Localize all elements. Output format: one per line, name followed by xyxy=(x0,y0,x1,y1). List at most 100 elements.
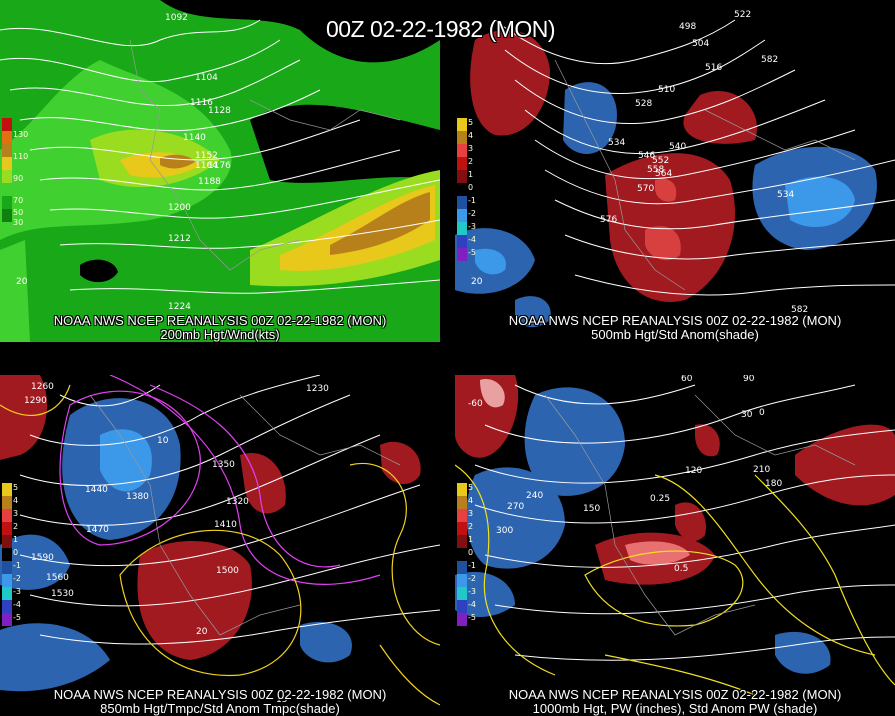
contour-label: 180 xyxy=(765,479,782,489)
panel-subtitle: 200mb Hgt/Wnd(kts) xyxy=(160,327,280,342)
cbar-label: -3 xyxy=(468,587,476,596)
cbar-label: -3 xyxy=(468,222,476,231)
contour-label: 1092 xyxy=(165,13,188,23)
map-500mb xyxy=(455,0,895,342)
cbar-label: 1 xyxy=(468,170,474,179)
contour-label: 582 xyxy=(791,305,808,315)
colorbar-1000mb: 5 4 3 2 1 0 -1 -2 -3 -4 -5 xyxy=(457,483,476,626)
cbar-label: 50 xyxy=(13,208,24,217)
contour-label: 1440 xyxy=(85,485,108,495)
labels-1000mb: -60 90 30 0 60 120 150 180 210 240 270 3… xyxy=(458,375,782,629)
contour-label: 90 xyxy=(743,375,755,384)
cbar-label: -1 xyxy=(468,196,476,205)
panel-subtitle: 1000mb Hgt, PW (inches), Std Anom PW (sh… xyxy=(532,701,818,716)
cbar-label: 70 xyxy=(13,196,24,205)
contour-label: 1410 xyxy=(214,520,237,530)
panel-200mb: 130 110 90 70 50 30 1092 1104 1116 1128 … xyxy=(0,0,440,342)
contour-label: 1152 xyxy=(195,151,218,161)
cbar-label: 90 xyxy=(13,174,24,183)
contour-label: 150 xyxy=(583,504,600,514)
panel-1000mb: 5 4 3 2 1 0 -1 -2 -3 -4 -5 -60 90 30 0 6… xyxy=(455,375,895,716)
panel-500mb: 5 4 3 2 1 0 -1 -2 -3 -4 -5 522 498 504 5… xyxy=(455,0,895,342)
map-850mb xyxy=(0,375,440,716)
contour-label: 522 xyxy=(734,10,751,20)
contour-label: 15 xyxy=(276,695,287,705)
contour-label: 1560 xyxy=(46,573,69,583)
contour-label: 498 xyxy=(679,22,696,32)
source-caption: NOAA NWS NCEP REANALYSIS 00Z 02-22-1982 … xyxy=(508,687,842,702)
contour-label: 1164 xyxy=(195,161,218,171)
contour-label: 1140 xyxy=(183,133,206,143)
cbar-label: 5 xyxy=(13,483,19,492)
cbar-label: 2 xyxy=(468,522,474,531)
contour-label: 1380 xyxy=(126,492,149,502)
contour-label: 564 xyxy=(655,169,672,179)
cbar-label: 3 xyxy=(13,509,19,518)
contour-label: 546 xyxy=(638,151,655,161)
colorbar-850mb: 5 4 3 2 1 0 -1 -2 -3 -4 -5 xyxy=(2,483,21,626)
cbar-label: -2 xyxy=(13,574,21,583)
cbar-label: 3 xyxy=(468,144,474,153)
contour-label: 270 xyxy=(507,502,524,512)
cbar-label: 2 xyxy=(468,157,474,166)
labels-500mb: 522 498 504 516 582 510 528 534 540 546 … xyxy=(471,10,808,315)
contour-label: 552 xyxy=(652,156,669,166)
cbar-label: 3 xyxy=(468,509,474,518)
contour-label: 300 xyxy=(496,526,513,536)
contour-label: 528 xyxy=(635,99,652,109)
cbar-label: -1 xyxy=(468,561,476,570)
cbar-label: -2 xyxy=(468,574,476,583)
cbar-label: 30 xyxy=(13,218,24,227)
contour-label: 1590 xyxy=(31,553,54,563)
cbar-label: 0 xyxy=(468,548,474,557)
cbar-label: 5 xyxy=(468,483,474,492)
contour-label: 1530 xyxy=(51,589,74,599)
contour-label: 1260 xyxy=(31,382,54,392)
labels-850mb: 1260 1290 1230 1320 1350 1380 1410 1440 … xyxy=(24,382,329,705)
contour-label: 0.25 xyxy=(650,494,670,504)
contour-label: 1212 xyxy=(168,234,191,244)
contour-label: 30 xyxy=(741,410,753,420)
contour-label: 120 xyxy=(685,466,702,476)
contour-label: 20 xyxy=(16,277,28,287)
contour-label: 60 xyxy=(681,375,693,384)
contour-label: 510 xyxy=(658,85,675,95)
cbar-label: 5 xyxy=(468,118,474,127)
contour-label: -60 xyxy=(468,399,483,409)
cbar-label: -5 xyxy=(468,248,476,257)
cbar-label: 130 xyxy=(13,130,29,139)
contour-label: 582 xyxy=(761,55,778,65)
panel-subtitle: 500mb Hgt/Std Anom(shade) xyxy=(591,327,759,342)
cbar-label: -4 xyxy=(468,600,476,609)
contour-label: 1320 xyxy=(226,497,249,507)
cbar-label: 1 xyxy=(468,535,474,544)
cbar-label: -5 xyxy=(13,613,21,622)
contour-label: 516 xyxy=(705,63,722,73)
contour-label: 534 xyxy=(608,138,625,148)
contour-label: 1128 xyxy=(208,106,231,116)
contour-label: 1224 xyxy=(168,302,191,312)
labels-200mb: 1092 1104 1116 1128 1140 1152 1164 1176 … xyxy=(16,13,231,312)
contour-label: 1500 xyxy=(216,566,239,576)
cbar-label: -4 xyxy=(468,235,476,244)
cbar-label: -3 xyxy=(13,587,21,596)
contour-label: 210 xyxy=(753,465,770,475)
panel-850mb: 5 4 3 2 1 0 -1 -2 -3 -4 -5 1260 1290 123… xyxy=(0,375,440,716)
colorbar-500mb: 5 4 3 2 1 0 -1 -2 -3 -4 -5 xyxy=(457,118,476,261)
contour-label: 1470 xyxy=(86,525,109,535)
source-caption: NOAA NWS NCEP REANALYSIS 00Z 02-22-1982 … xyxy=(53,313,387,328)
contour-label: 534 xyxy=(777,190,794,200)
cbar-label: 4 xyxy=(468,131,474,140)
contour-label: 570 xyxy=(637,184,654,194)
cbar-label: 0 xyxy=(13,548,19,557)
map-200mb xyxy=(0,0,440,342)
contour-label: 1350 xyxy=(212,460,235,470)
cbar-label: 4 xyxy=(13,496,19,505)
source-caption: NOAA NWS NCEP REANALYSIS 00Z 02-22-1982 … xyxy=(508,313,842,328)
cbar-label: 2 xyxy=(13,522,19,531)
contour-label: 0.5 xyxy=(674,564,688,574)
cbar-label: 1 xyxy=(13,535,19,544)
contour-label: 1176 xyxy=(208,161,231,171)
contour-label: 540 xyxy=(669,142,686,152)
contour-label: 20 xyxy=(471,277,483,287)
